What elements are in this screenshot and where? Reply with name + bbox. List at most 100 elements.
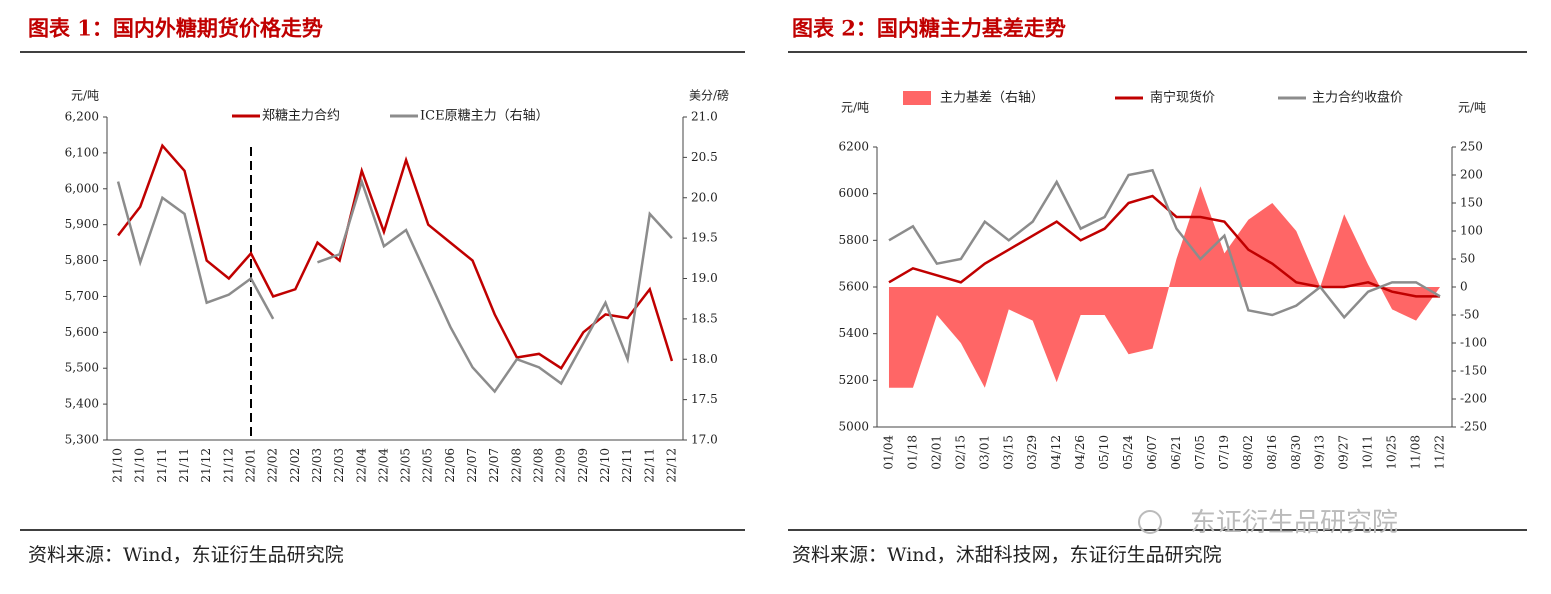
y2-tick-label: 20.0 — [691, 190, 718, 204]
y2-tick-label: -200 — [1460, 392, 1487, 406]
x-tick-label: 22/05 — [399, 448, 413, 483]
y-unit: 元/吨 — [71, 89, 99, 103]
y-tick-label: 5,400 — [65, 397, 99, 411]
x-tick-label: 22/03 — [310, 448, 324, 483]
y2-tick-label: 18.0 — [691, 352, 718, 366]
y2-tick-label: 250 — [1460, 140, 1483, 154]
y-tick-label: 5000 — [838, 420, 869, 434]
chart-title: 图表 2：国内糖主力基差走势 — [792, 16, 1066, 41]
x-tick-label: 08/16 — [1265, 435, 1279, 470]
y2-tick-label: 50 — [1460, 252, 1475, 266]
line-series — [117, 143, 674, 370]
x-tick-label: 21/11 — [155, 448, 169, 483]
legend-label: 南宁现货价 — [1150, 90, 1215, 106]
x-tick-label: 22/09 — [554, 448, 568, 483]
y-tick-label: 5,600 — [65, 325, 99, 339]
source: 资料来源：Wind，沐甜科技网，东证衍生品研究院 — [792, 544, 1222, 566]
legend-label: 主力合约收盘价 — [1312, 90, 1403, 106]
x-tick-label: 06/07 — [1145, 435, 1159, 470]
x-tick-label: 11/08 — [1409, 435, 1423, 470]
y2-tick-label: 150 — [1460, 196, 1483, 210]
x-tick-label: 02/01 — [929, 435, 943, 470]
x-tick-label: 22/01 — [244, 448, 258, 483]
x-tick-label: 21/12 — [199, 448, 213, 483]
y2-tick-label: -150 — [1460, 364, 1487, 378]
x-tick-label: 03/01 — [977, 435, 991, 470]
x-tick-label: 22/09 — [576, 448, 590, 483]
y2-tick-label: 20.5 — [691, 150, 718, 164]
x-tick-label: 22/04 — [376, 448, 390, 483]
x-tick-label: 01/18 — [905, 435, 919, 470]
x-tick-label: 10/25 — [1385, 435, 1399, 470]
y-tick-label: 5600 — [838, 280, 869, 294]
x-tick-label: 04/26 — [1073, 435, 1087, 470]
y2-tick-label: 19.0 — [691, 271, 718, 285]
x-tick-label: 09/27 — [1337, 435, 1351, 470]
x-tick-label: 02/15 — [953, 435, 967, 470]
x-tick-label: 08/02 — [1241, 435, 1255, 470]
x-tick-label: 22/06 — [443, 448, 457, 483]
y-tick-label: 6,100 — [65, 145, 99, 159]
y2-tick-label: -250 — [1460, 420, 1487, 434]
legend-label: 郑糖主力合约 — [262, 108, 340, 124]
y2-tick-label: 100 — [1460, 224, 1483, 238]
x-tick-label: 22/08 — [509, 448, 523, 483]
x-tick-label: 07/19 — [1217, 435, 1231, 470]
y-tick-label: 6,000 — [65, 181, 99, 195]
y2-tick-label: 17.5 — [691, 392, 718, 406]
y2-tick-label: 18.5 — [691, 311, 718, 325]
source: 资料来源：Wind，东证衍生品研究院 — [28, 544, 344, 566]
y-tick-label: 6000 — [838, 186, 869, 200]
legend-swatch — [903, 91, 931, 105]
y-tick-label: 5400 — [838, 326, 869, 340]
x-tick-label: 22/10 — [598, 448, 612, 483]
y-tick-label: 5200 — [838, 373, 869, 387]
x-tick-label: 10/11 — [1361, 435, 1375, 470]
x-tick-label: 22/08 — [532, 448, 546, 483]
line-series — [116, 177, 673, 394]
x-tick-label: 09/13 — [1313, 435, 1327, 470]
x-tick-label: 22/07 — [465, 448, 479, 483]
x-tick-label: 22/12 — [664, 448, 678, 483]
y-tick-label: 5,900 — [65, 217, 99, 231]
y2-tick-label: 17.0 — [691, 433, 718, 447]
watermark-icon — [1138, 510, 1162, 534]
y-tick-label: 5,500 — [65, 361, 99, 375]
y-tick-label: 5,300 — [65, 433, 99, 447]
y-unit: 元/吨 — [841, 101, 869, 115]
y2-tick-label: 200 — [1460, 168, 1483, 182]
x-tick-label: 21/10 — [111, 448, 125, 483]
x-tick-label: 22/05 — [421, 448, 435, 483]
y2-unit: 元/吨 — [1458, 101, 1486, 115]
y-tick-label: 5,700 — [65, 289, 99, 303]
y2-tick-label: 21.0 — [691, 110, 718, 124]
y2-unit: 美分/磅 — [689, 88, 729, 103]
x-tick-label: 08/30 — [1289, 435, 1303, 470]
x-tick-label: 03/29 — [1025, 435, 1039, 470]
legend-label: ICE原糖主力（右轴） — [420, 108, 549, 124]
x-tick-label: 03/15 — [1001, 435, 1015, 470]
y-tick-label: 6,200 — [65, 110, 99, 124]
y-tick-label: 5,800 — [65, 253, 99, 267]
x-tick-label: 22/11 — [642, 448, 656, 483]
x-tick-label: 04/12 — [1049, 435, 1063, 470]
x-tick-label: 05/10 — [1097, 435, 1111, 470]
x-tick-label: 22/11 — [620, 448, 634, 483]
y2-tick-label: 0 — [1460, 280, 1468, 294]
y2-tick-label: -100 — [1460, 336, 1487, 350]
x-tick-label: 06/21 — [1169, 435, 1183, 470]
x-tick-label: 22/04 — [354, 448, 368, 483]
x-tick-label: 21/10 — [133, 448, 147, 483]
y2-tick-label: 19.5 — [691, 231, 718, 245]
x-tick-label: 22/02 — [288, 448, 302, 483]
x-tick-label: 05/24 — [1121, 435, 1135, 470]
legend-label: 主力基差（右轴） — [940, 91, 1044, 106]
y-tick-label: 5800 — [838, 233, 869, 247]
watermark: 东证衍生品研究院 — [1190, 508, 1398, 538]
x-tick-label: 07/05 — [1193, 435, 1207, 470]
y-tick-label: 6200 — [838, 140, 869, 154]
chart-title: 图表 1：国内外糖期货价格走势 — [28, 16, 323, 41]
x-tick-label: 21/12 — [221, 448, 235, 483]
line-series — [888, 168, 1441, 320]
